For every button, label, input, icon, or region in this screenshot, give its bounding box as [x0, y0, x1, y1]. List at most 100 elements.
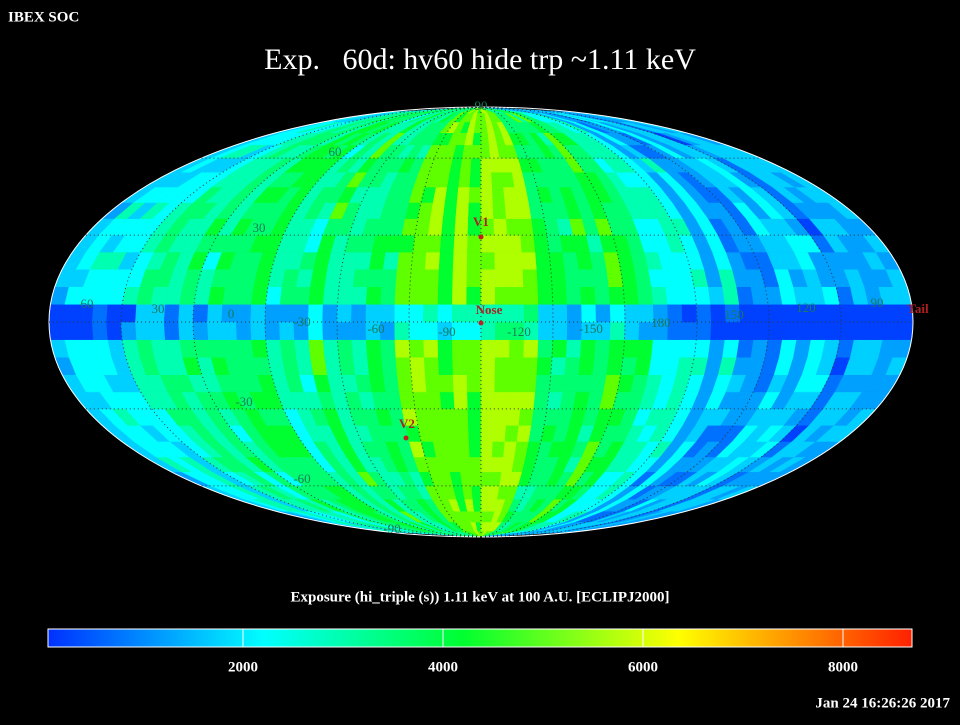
map-cell — [722, 339, 740, 358]
map-cell — [523, 286, 539, 305]
map-cell — [120, 304, 137, 323]
map-cell — [235, 304, 252, 323]
map-cell — [651, 339, 668, 358]
map-cell — [724, 321, 741, 340]
map-cell — [494, 251, 510, 270]
map-cell — [455, 202, 470, 219]
map-cell — [408, 286, 425, 305]
map-cell — [251, 286, 269, 305]
map-cell — [396, 251, 414, 270]
map-cell — [135, 304, 152, 323]
longitude-label: -150 — [579, 321, 603, 336]
map-cell — [480, 425, 494, 442]
map-cell — [394, 339, 411, 358]
map-cell — [381, 269, 398, 287]
map-cell — [458, 171, 471, 188]
map-cell — [533, 391, 550, 410]
map-cell — [480, 157, 492, 173]
map-cell — [351, 321, 367, 340]
map-cell — [636, 286, 654, 305]
map-cell — [380, 339, 397, 358]
map-cell — [580, 286, 597, 305]
map-cell — [767, 304, 784, 323]
map-cell — [294, 339, 311, 358]
map-cell — [480, 269, 496, 287]
map-cell — [414, 408, 431, 426]
map-cell — [521, 251, 538, 270]
latitude-label: 90 — [475, 98, 488, 113]
map-cell — [452, 374, 468, 393]
map-cell — [222, 339, 240, 358]
map-cell — [548, 374, 566, 393]
map-cell — [451, 304, 467, 323]
map-cell — [480, 441, 494, 458]
map-cell — [49, 321, 66, 340]
map-cell — [578, 357, 595, 375]
colorbar-tick-label: 4000 — [428, 659, 458, 675]
map-cell — [351, 304, 367, 323]
map-cell — [609, 321, 626, 340]
map-cell — [149, 321, 166, 340]
map-cell — [460, 471, 472, 487]
map-cell — [581, 304, 597, 323]
map-cell — [491, 456, 504, 473]
map-cell — [423, 269, 440, 287]
map-cell — [504, 202, 520, 219]
map-cell — [606, 357, 624, 375]
map-cell — [369, 251, 386, 270]
map-cell — [467, 408, 482, 426]
map-cell — [394, 286, 411, 305]
map-cell — [382, 374, 400, 393]
map-cell — [562, 374, 580, 393]
map-cell — [337, 286, 354, 305]
longitude-label: 60 — [81, 296, 94, 311]
map-cell — [322, 339, 340, 358]
map-cell — [444, 441, 459, 458]
marker-label: V1 — [473, 214, 489, 229]
map-cell — [578, 269, 595, 287]
map-cell — [509, 286, 525, 305]
map-cell — [609, 304, 626, 323]
map-cell — [480, 485, 491, 500]
map-cell — [494, 357, 510, 375]
map-cell — [466, 339, 482, 358]
map-cell — [439, 234, 455, 253]
map-cell — [351, 339, 368, 358]
marker-label: Tail — [907, 301, 929, 316]
map-cell — [408, 304, 424, 323]
map-cell — [468, 186, 482, 203]
map-cell — [264, 304, 281, 323]
map-cell — [466, 251, 482, 270]
map-cell — [494, 269, 510, 287]
map-cell — [480, 186, 494, 203]
marker-dot — [478, 234, 484, 240]
map-cell — [365, 339, 382, 358]
map-cell — [453, 391, 469, 410]
map-cell — [722, 286, 740, 305]
map-cell — [91, 304, 109, 323]
source-label: IBEX SOC — [8, 9, 79, 25]
map-cell — [468, 425, 482, 442]
map-cell — [480, 374, 496, 393]
latitude-label: -30 — [235, 394, 252, 409]
map-cell — [426, 234, 442, 253]
map-cell — [452, 339, 468, 358]
map-cell — [410, 374, 427, 393]
map-cell — [523, 339, 539, 358]
map-cell — [552, 321, 568, 340]
map-cell — [796, 321, 813, 340]
map-cell — [507, 391, 523, 410]
map-cell — [163, 321, 180, 340]
map-cell — [381, 357, 398, 375]
map-cell — [707, 339, 726, 358]
map-cell — [537, 339, 554, 358]
map-cell — [442, 202, 458, 219]
map-cell — [49, 304, 66, 323]
map-cell — [494, 339, 510, 358]
map-cell — [423, 304, 439, 323]
map-cell — [236, 286, 255, 305]
map-cell — [396, 374, 414, 393]
map-cell — [265, 286, 283, 305]
map-cell — [439, 391, 455, 410]
map-cell — [424, 251, 441, 270]
